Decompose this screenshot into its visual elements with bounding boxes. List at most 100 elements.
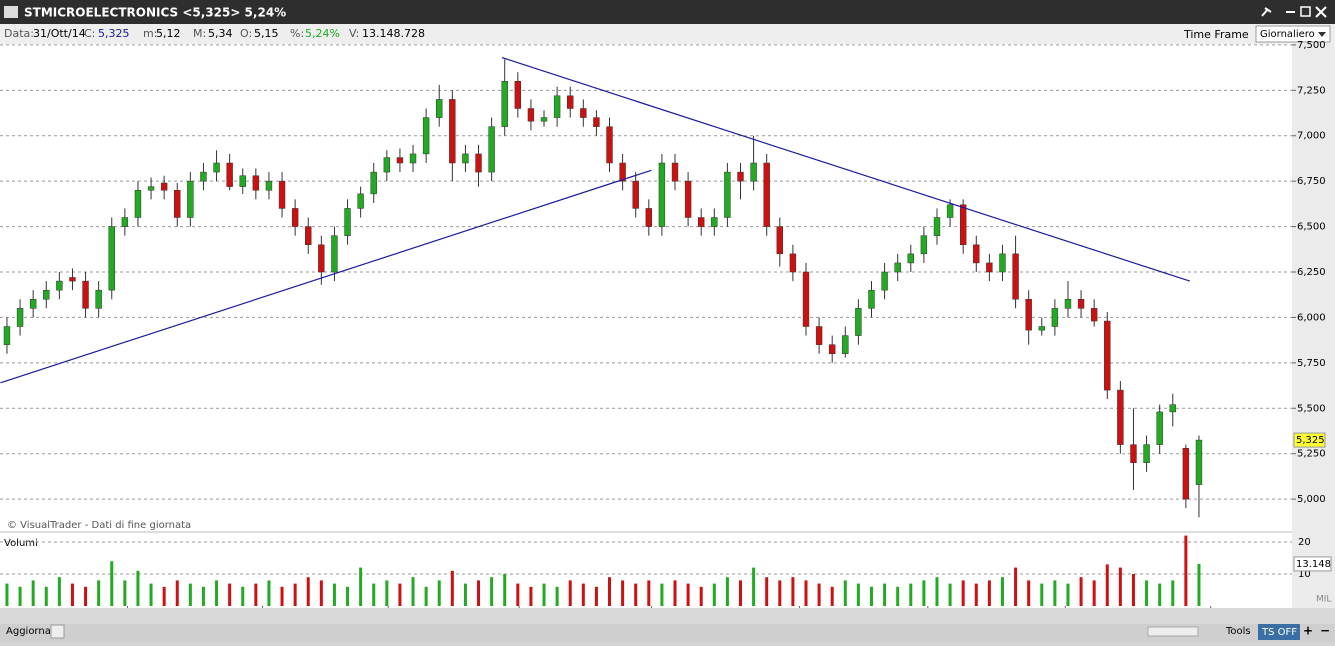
volume-bar [555,586,559,606]
trendline [501,57,1190,282]
info-value: 5,15 [254,27,279,40]
candle-body [95,289,102,309]
candle-body [842,335,849,355]
volume-bar [437,580,441,606]
tools-button[interactable]: Tools [1225,626,1251,637]
volume-bar [293,583,297,606]
y-tick-label: 7,000 [1297,131,1326,142]
volume-bar [319,580,323,606]
candle-body [645,208,653,227]
v-tick-label: 10 [1298,569,1311,580]
info-label: C: [84,27,95,40]
candle-body [959,204,967,246]
info-value: 5,34 [208,27,233,40]
volume-bar [581,583,585,606]
volume-bar [44,586,48,606]
dropdown-arrow[interactable] [1318,32,1326,37]
ts-button-bg[interactable] [1258,624,1300,640]
volume-bar [909,583,913,606]
volume-bar [332,583,336,606]
volume-bar [97,580,101,606]
candle-body [344,208,351,236]
candle-body [69,277,76,282]
volume-bar [31,580,35,606]
refresh-button[interactable]: Aggiorna [6,626,51,637]
candle-body [1195,439,1203,485]
candle-body [920,235,928,255]
volume-unit: MIL [1316,595,1331,605]
volume-bar [18,586,22,606]
candle-body [973,244,980,264]
zoom-out[interactable]: − [1320,624,1330,638]
candle-body [383,157,391,173]
y-tick-label: 5,500 [1297,403,1326,414]
candle-body [894,262,901,273]
info-label: V: [349,27,359,40]
info-value: 5,24% [305,27,340,40]
ts-button[interactable]: TS OFF [1261,627,1297,638]
volume-bar [70,583,74,606]
maximize-button[interactable] [1300,6,1311,17]
volume-bar [987,580,991,606]
candle-body [750,162,757,182]
volume-bar [477,580,481,606]
candle-body [698,217,705,227]
candle-body [56,280,63,291]
candle-body [907,253,914,264]
candle-body [776,226,783,255]
volume-bar [935,577,939,606]
volume-bar [1079,577,1083,606]
volume-bar [385,580,389,606]
volume-bar [372,583,376,606]
volume-bar [162,586,166,606]
candle-body [252,175,260,191]
volume-bar [149,583,153,606]
volume-bar [830,586,834,606]
plot-area [0,44,1292,608]
v-tick-label: 20 [1298,537,1311,548]
candle-body [619,162,626,182]
price-axis [1292,44,1335,608]
tool-button[interactable] [1261,7,1272,17]
candle-body [789,253,797,273]
volume-bar [503,574,507,606]
volume-bar [922,580,926,606]
zoom-in[interactable]: + [1303,624,1313,638]
candle-body [488,126,495,173]
candle-body [121,217,129,227]
time-frame-value[interactable]: Giornaliero [1260,29,1315,40]
info-value: 5,12 [156,27,181,40]
volume-bar [1000,577,1004,606]
candle-body [291,208,299,227]
candle-body [567,95,574,109]
volume-bar [1145,580,1149,606]
candle-body [3,326,11,345]
volume-bar [490,577,494,606]
candle-body [553,95,561,118]
volume-bar [817,583,821,606]
candle-body [1156,411,1163,445]
info-label: Data: [4,27,34,40]
time-frame-select[interactable] [1255,25,1331,43]
window-controls[interactable] [1261,6,1327,18]
minimize-button[interactable] [1286,11,1295,13]
volume-bar [739,580,743,606]
candle-body [658,162,666,227]
candle-body [174,190,181,218]
volume-bar [791,577,795,606]
scroll-left[interactable] [50,624,65,639]
volume-bar [594,586,598,606]
candle-body [828,344,836,355]
volume-bar [869,586,873,606]
y-tick-label: 7,250 [1297,85,1326,96]
volume-bar [1040,583,1044,606]
volume-bar [778,580,782,606]
close-button[interactable] [1315,6,1327,18]
candle-body [357,193,364,209]
candle-body [501,80,508,127]
scroll-thumb[interactable] [1147,626,1199,637]
candle-body [43,289,50,300]
y-tick-label: 6,750 [1297,176,1326,187]
